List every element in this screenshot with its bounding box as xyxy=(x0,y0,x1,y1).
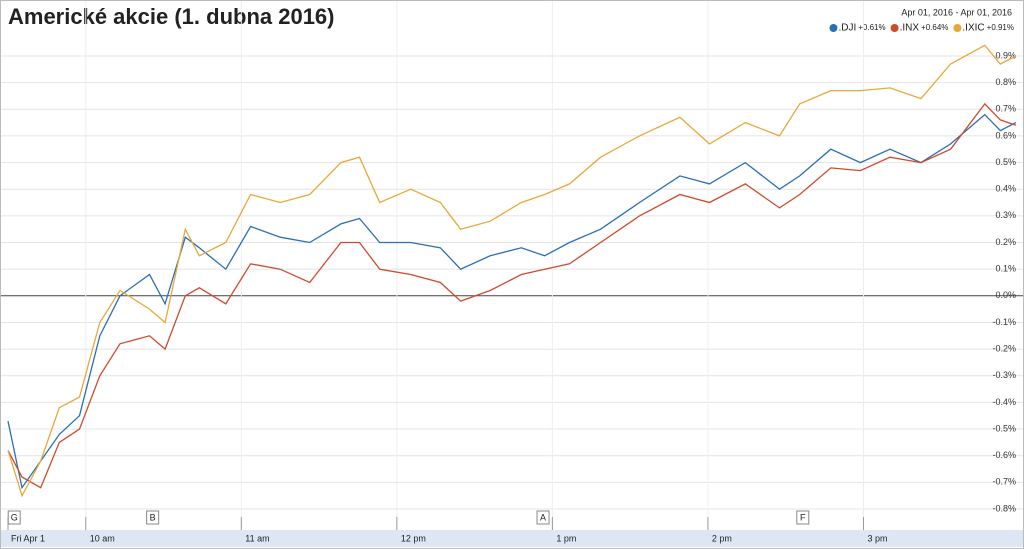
x-tick-label: 12 pm xyxy=(401,533,426,543)
x-tick-label: 11 am xyxy=(245,533,269,543)
legend-marker xyxy=(890,24,899,32)
legend-item: .DJI +0.61% xyxy=(829,23,886,34)
y-tick-label: -0.5% xyxy=(992,423,1016,433)
legend-item: .IXIC +0.91% xyxy=(953,23,1014,34)
x-tick-label: 3 pm xyxy=(867,533,887,543)
legend-change: +0.91% xyxy=(987,23,1014,32)
x-tick-label: 10 am xyxy=(90,533,115,543)
event-label: B xyxy=(150,512,156,522)
x-tick-label: 2 pm xyxy=(712,533,732,543)
chart-title: Americké akcie (1. dubna 2016) xyxy=(8,4,335,29)
y-tick-label: 0.6% xyxy=(995,130,1016,140)
legend-item: .INX +0.64% xyxy=(890,23,948,34)
y-tick-label: 0.5% xyxy=(995,157,1016,167)
series-line xyxy=(7,44,1017,498)
y-tick-label: 0.2% xyxy=(995,237,1016,247)
legend-name: .DJI xyxy=(838,23,856,34)
y-tick-label: -0.4% xyxy=(992,397,1016,407)
y-tick-label: 0.3% xyxy=(995,210,1016,220)
y-tick-label: -0.1% xyxy=(992,317,1016,327)
y-tick-label: -0.8% xyxy=(992,503,1016,513)
legend-name: .IXIC xyxy=(962,23,984,34)
event-label: A xyxy=(540,512,546,522)
y-tick-label: -0.3% xyxy=(992,370,1016,380)
event-label: G xyxy=(11,512,18,522)
event-flag xyxy=(536,510,550,525)
series-line xyxy=(7,102,1017,489)
event-flag xyxy=(796,510,810,525)
legend-marker xyxy=(829,24,838,32)
series-line xyxy=(7,113,1017,490)
y-tick-label: -0.7% xyxy=(992,477,1016,487)
x-axis-strip xyxy=(1,530,1023,547)
y-tick-label: -0.2% xyxy=(992,343,1016,353)
y-tick-label: -0.6% xyxy=(992,450,1016,460)
y-tick-label: 0.1% xyxy=(995,264,1016,274)
x-tick-label: Fri Apr 1 xyxy=(11,533,45,543)
event-label: F xyxy=(800,512,806,522)
y-tick-label: 0.7% xyxy=(995,104,1016,114)
legend-name: .INX xyxy=(900,23,920,34)
y-tick-label: 0.9% xyxy=(995,50,1016,60)
legend-marker xyxy=(953,24,962,32)
date-range: Apr 01, 2016 - Apr 01, 2016 xyxy=(901,7,1012,17)
y-tick-label: 0.8% xyxy=(995,77,1016,87)
event-flag xyxy=(7,510,21,525)
legend-change: +0.64% xyxy=(921,23,948,32)
legend: .DJI +0.61% .INX +0.64% .IXIC +0.91% xyxy=(829,23,1014,34)
event-flag xyxy=(146,510,160,525)
legend-change: +0.61% xyxy=(858,23,885,32)
y-tick-label: 0.0% xyxy=(995,290,1016,300)
y-tick-label: 0.4% xyxy=(995,184,1016,194)
x-tick-label: 1 pm xyxy=(556,533,576,543)
